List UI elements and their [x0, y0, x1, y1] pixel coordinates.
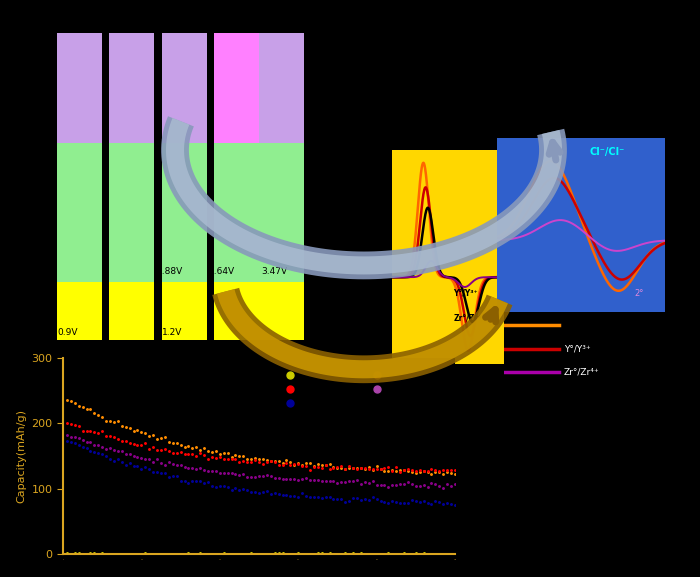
- Text: Y°/Y³⁺: Y°/Y³⁺: [564, 344, 591, 353]
- Text: Zr°/Zr⁴⁺: Zr°/Zr⁴⁺: [564, 367, 600, 376]
- Text: Cl⁻/Cl⁻: Cl⁻/Cl⁻: [589, 147, 624, 157]
- Bar: [162, 33, 206, 144]
- Bar: [109, 33, 154, 144]
- Text: 3.88V: 3.88V: [156, 267, 182, 276]
- Bar: [214, 282, 259, 340]
- Text: 0.9V: 0.9V: [57, 328, 78, 338]
- Bar: [109, 144, 154, 282]
- Text: 3.47V: 3.47V: [261, 267, 287, 276]
- Text: 2°: 2°: [635, 288, 644, 298]
- Bar: [162, 282, 206, 340]
- Bar: [259, 33, 304, 144]
- Bar: [214, 33, 259, 144]
- Bar: [214, 144, 259, 282]
- Bar: [259, 144, 304, 282]
- Text: Zr°/Zr⁴⁺: Zr°/Zr⁴⁺: [454, 314, 486, 323]
- Bar: [57, 144, 102, 282]
- Bar: [162, 144, 206, 282]
- Y-axis label: Capacity(mAh/g): Capacity(mAh/g): [16, 409, 26, 503]
- Text: 3.47V: 3.47V: [307, 267, 332, 276]
- Bar: [57, 33, 102, 144]
- Bar: [109, 282, 154, 340]
- Bar: [259, 282, 304, 340]
- Text: 1.2V: 1.2V: [162, 328, 183, 338]
- Text: 3.64V: 3.64V: [209, 267, 235, 276]
- Bar: [57, 282, 102, 340]
- Text: Y°/Y³⁺: Y°/Y³⁺: [454, 288, 478, 297]
